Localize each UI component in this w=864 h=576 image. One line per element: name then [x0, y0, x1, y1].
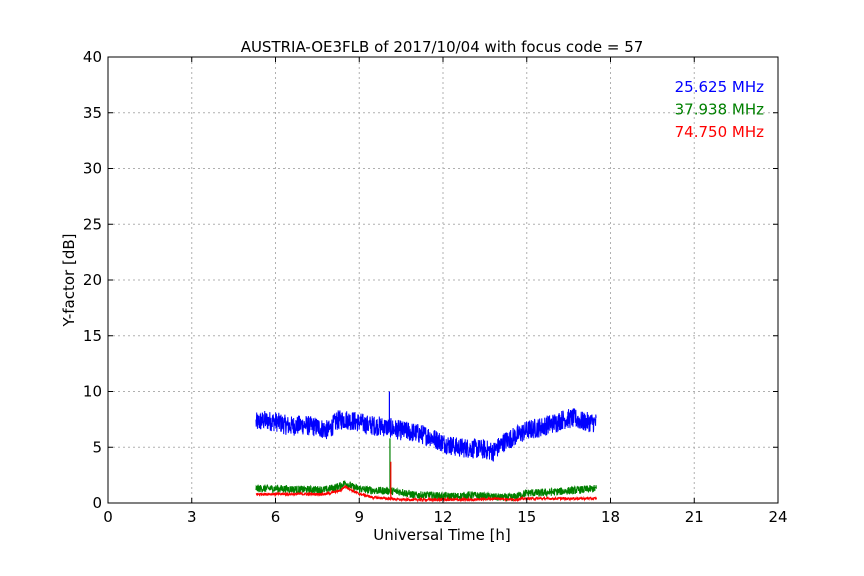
- tick-labels: 0 3 6 9 12 15 18 21 24 0 5 10 15 20 25 30 35 40: [83, 48, 788, 526]
- x-tick-label: 18: [601, 508, 620, 526]
- series-line-1: [255, 408, 597, 462]
- series-line-3: [255, 484, 598, 503]
- x-tick-label: 3: [187, 508, 197, 526]
- series-layer: [255, 391, 598, 503]
- series-line-2: [255, 480, 598, 502]
- y-tick-label: 25: [83, 215, 102, 233]
- ticks: [107, 56, 779, 504]
- y-tick-label: 15: [83, 327, 102, 345]
- y-tick-label: 30: [83, 160, 102, 178]
- y-axis-title: Y-factor [dB]: [60, 233, 78, 327]
- chart-title: AUSTRIA-OE3FLB of 2017/10/04 with focus …: [241, 38, 644, 56]
- x-tick-label: 24: [768, 508, 787, 526]
- y-tick-label: 40: [83, 48, 102, 66]
- x-axis-title: Universal Time [h]: [373, 526, 511, 544]
- x-tick-label: 6: [271, 508, 281, 526]
- x-tick-label: 15: [517, 508, 536, 526]
- x-tick-label: 21: [685, 508, 704, 526]
- legend-entry-2: 37.938 MHz: [675, 101, 764, 119]
- legend-entry-1: 25.625 MHz: [675, 78, 764, 96]
- y-tick-label: 20: [83, 271, 102, 289]
- y-tick-label: 0: [92, 494, 102, 512]
- legend-entry-3: 74.750 MHz: [675, 123, 764, 141]
- x-tick-label: 0: [103, 508, 113, 526]
- x-tick-label: 12: [433, 508, 452, 526]
- legend: 25.625 MHz 37.938 MHz 74.750 MHz: [675, 78, 764, 141]
- y-tick-label: 35: [83, 104, 102, 122]
- y-tick-label: 5: [92, 438, 102, 456]
- x-tick-label: 9: [354, 508, 364, 526]
- y-tick-label: 10: [83, 383, 102, 401]
